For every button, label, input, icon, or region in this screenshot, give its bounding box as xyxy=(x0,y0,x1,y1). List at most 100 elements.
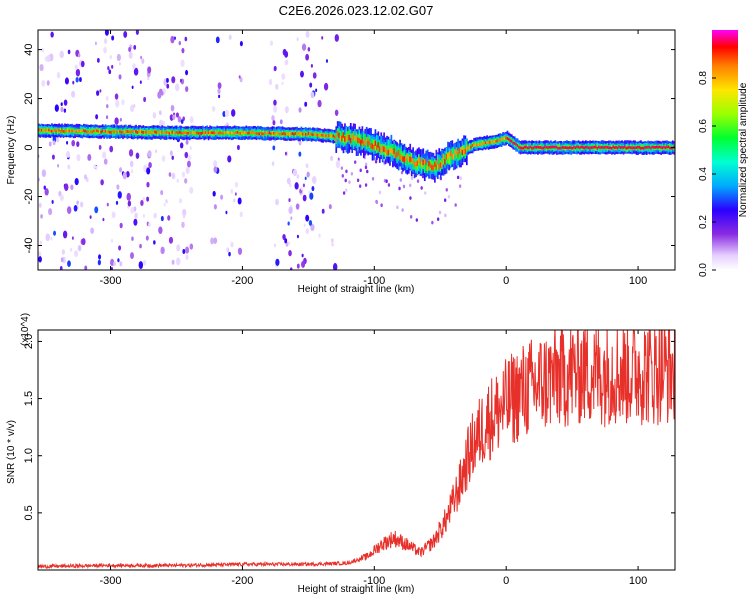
spectrogram-cell xyxy=(234,181,239,188)
spectrogram-cell xyxy=(238,131,240,135)
spectrogram-cell xyxy=(68,129,71,133)
spectrogram-cell xyxy=(334,34,339,42)
spectrogram-cell xyxy=(94,206,99,214)
spectrogram-cell xyxy=(287,221,290,226)
spectrogram-cell xyxy=(521,146,523,150)
spectrogram-cell xyxy=(512,141,515,145)
spectrogram-cell xyxy=(55,129,58,133)
spectrogram-cell xyxy=(397,150,400,156)
spectrogram-cell xyxy=(605,145,607,149)
spectrogram-cell xyxy=(249,131,252,135)
spectrogram-cell xyxy=(64,183,69,192)
spectrogram-cell xyxy=(561,145,564,149)
spectrogram-cell xyxy=(452,154,455,160)
spectrogram-cell xyxy=(434,161,436,168)
spectrogram-cell xyxy=(341,174,345,178)
spectrogram-cell xyxy=(213,237,218,244)
spectrogram-cell xyxy=(77,129,79,132)
spectrogram-cell xyxy=(673,145,675,149)
spectrogram-cell xyxy=(272,120,276,126)
spectrogram-cell xyxy=(139,243,142,249)
spectrogram-cell xyxy=(165,130,168,134)
spectrogram-cell xyxy=(447,194,451,199)
spectrogram-cell xyxy=(182,214,186,219)
spectrogram-cell xyxy=(122,130,124,134)
spectrogram-cell xyxy=(213,204,217,210)
spectrogram-cell xyxy=(619,146,622,149)
spectrogram-cell xyxy=(415,218,419,222)
spectrogram-cell xyxy=(117,191,122,199)
spectrogram-cell xyxy=(486,140,488,144)
spectrogram-cell xyxy=(100,179,104,186)
spectrogram-cell xyxy=(661,146,664,150)
spectrogram-cell xyxy=(194,131,197,135)
spectrogram-cell xyxy=(185,166,190,175)
spectrogram-cell xyxy=(101,129,104,133)
spectrogram-cell xyxy=(566,146,568,149)
spectrogram-ylabel: Frequency (Hz) xyxy=(6,116,17,185)
spectrogram-cell xyxy=(271,115,275,122)
spectrogram-cell xyxy=(71,90,76,98)
spectrogram-cell xyxy=(74,177,79,186)
spectrogram-cell xyxy=(104,30,109,36)
spectrogram-cell xyxy=(516,144,519,147)
spectrogram-cell xyxy=(170,35,175,44)
spectrogram-cell xyxy=(364,162,368,167)
spectrogram-cell xyxy=(217,131,220,135)
spectrogram-cell xyxy=(574,146,577,150)
spectrogram-cell xyxy=(409,183,412,188)
spectrogram-cell xyxy=(106,202,109,207)
spectrogram-cell xyxy=(374,140,377,146)
spectrogram-cell xyxy=(312,133,314,137)
spectrogram-cell xyxy=(158,130,161,134)
spectrogram-cell xyxy=(288,250,292,257)
spectrogram-cell xyxy=(288,198,291,203)
spectrogram-cell xyxy=(357,137,359,143)
spectrogram-cell xyxy=(97,259,101,266)
spectrogram-cell xyxy=(226,130,229,134)
spectrogram-cell xyxy=(290,132,293,136)
spectrogram-cell xyxy=(667,145,670,149)
spectrogram-cell xyxy=(600,145,603,149)
spectrogram-cell xyxy=(185,246,190,254)
spectrogram-cell xyxy=(140,55,143,60)
spectrogram-cell xyxy=(242,130,245,134)
spectrogram-cell xyxy=(161,130,164,134)
spectrogram-cell xyxy=(38,128,40,132)
spectrogram-cell xyxy=(439,162,442,168)
x-tick-label: -200 xyxy=(231,275,253,287)
spectrogram-cell xyxy=(264,131,267,135)
spectrogram-cell xyxy=(464,148,467,155)
spectrogram-cell xyxy=(307,47,311,52)
spectrogram-cell xyxy=(347,133,349,140)
spectrogram-cell xyxy=(134,212,138,219)
spectrogram-cell xyxy=(281,81,284,86)
spectrogram-cell xyxy=(350,171,354,176)
spectrogram-cell xyxy=(629,146,632,150)
spectrogram-cell xyxy=(71,129,74,133)
spectrogram-cell xyxy=(95,114,99,120)
spectrogram-cell xyxy=(180,119,184,124)
spectrogram-cell xyxy=(213,131,216,135)
spectrogram-cell xyxy=(62,130,65,133)
spectrogram-cell xyxy=(621,145,623,149)
snr-xlabel: Height of straight line (km) xyxy=(298,584,415,595)
spectrogram-cell xyxy=(628,145,631,149)
spectrogram-cell xyxy=(146,181,150,188)
spectrogram-cell xyxy=(500,137,503,141)
spectrogram-cell xyxy=(573,145,576,149)
spectrogram-cell xyxy=(67,260,71,267)
spectrogram-cell xyxy=(56,71,61,79)
spectrogram-cell xyxy=(337,157,340,161)
snr-multiplier: (x10^4) xyxy=(20,313,31,346)
spectrogram-cell xyxy=(74,250,79,258)
spectrogram-cell xyxy=(317,133,320,137)
spectrogram-cell xyxy=(206,131,208,135)
spectrogram-cell xyxy=(117,258,120,263)
spectrogram-cell xyxy=(616,146,619,150)
spectrogram-cell xyxy=(416,160,419,167)
spectrogram-cell xyxy=(342,191,346,195)
spectrogram-cell xyxy=(362,140,365,147)
spectrogram-cell xyxy=(454,149,457,161)
